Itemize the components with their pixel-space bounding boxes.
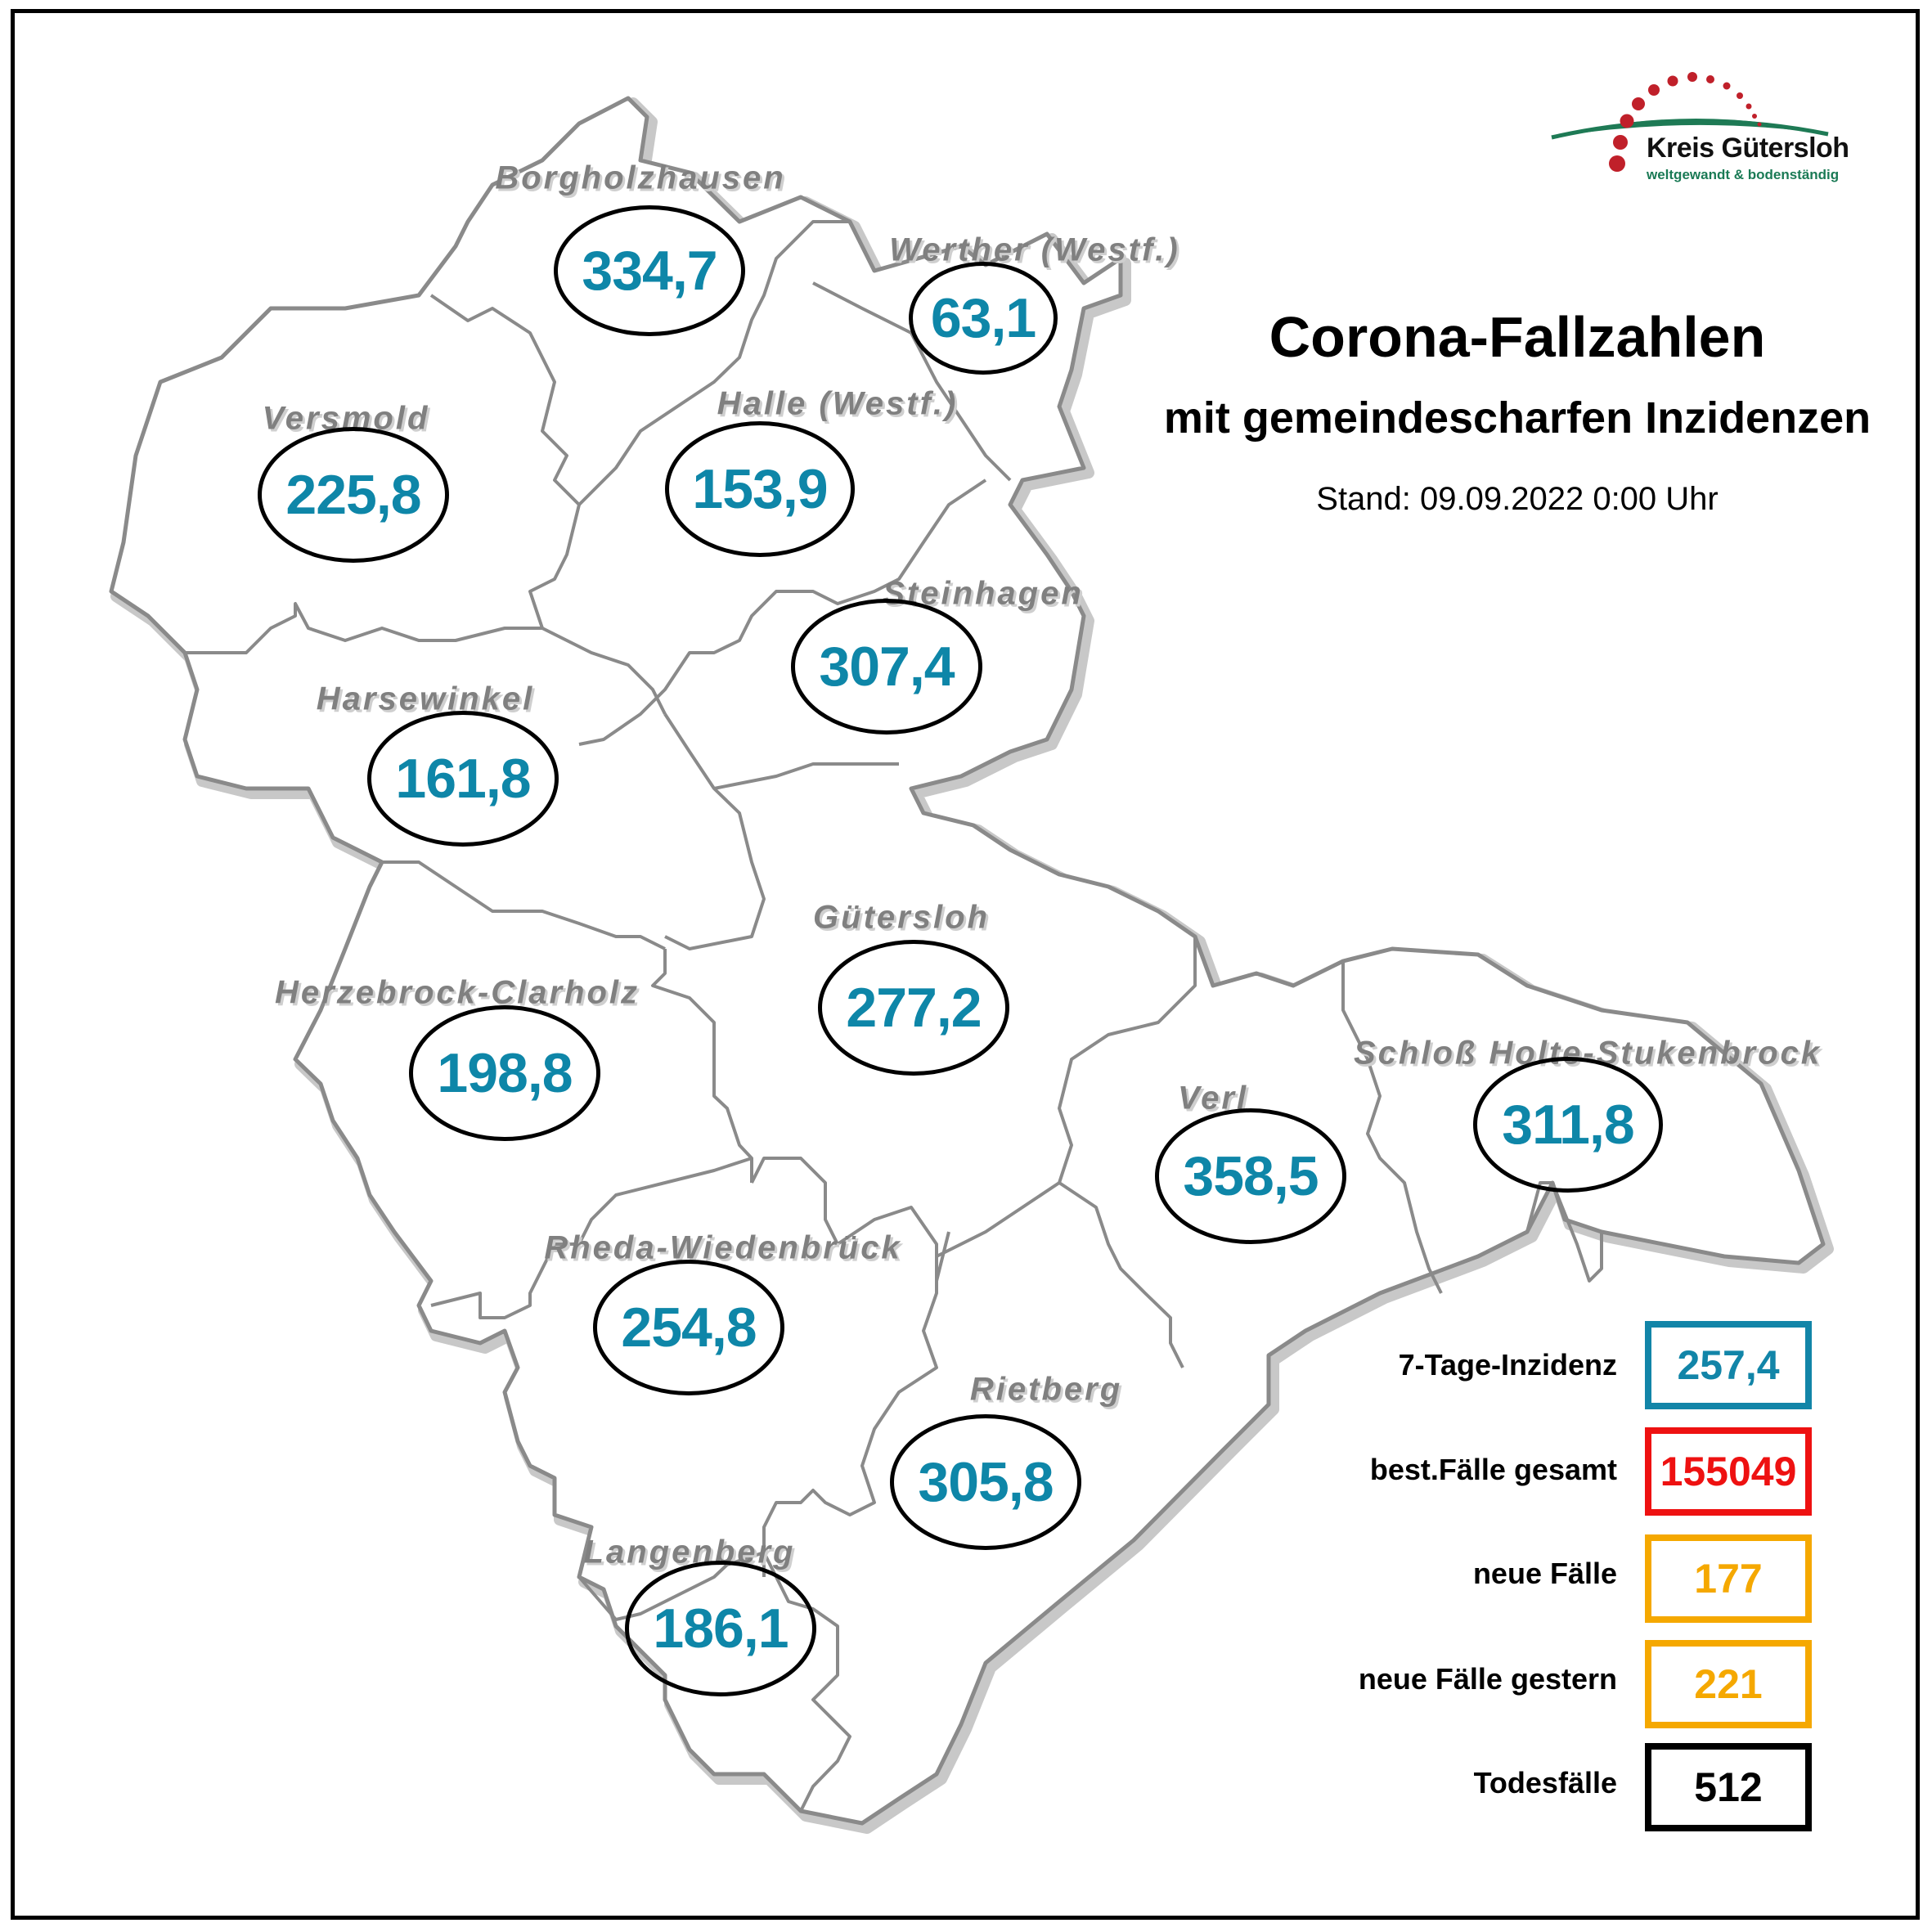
incidence-bubble-werther: 63,1 (909, 262, 1058, 375)
incidence-value: 225,8 (285, 464, 421, 526)
incidence-value: 254,8 (621, 1296, 757, 1359)
incidence-value: 161,8 (395, 748, 531, 810)
boundary-guetersloh-verl (936, 937, 1197, 1258)
region-label-guetersloh: Gütersloh (813, 899, 990, 936)
incidence-bubble-borgholzhausen: 334,7 (554, 205, 745, 336)
incidence-value: 305,8 (918, 1451, 1054, 1513)
municipal-boundaries (185, 220, 1603, 1812)
legend-label-faelle-gesamt: best.Fälle gesamt (1369, 1453, 1617, 1486)
region-label-herzebrock-clarholz: Herzebrock-Clarholz (275, 974, 640, 1011)
boundary-harsewinkel-herzebrock (382, 860, 666, 950)
region-label-werther: Werther (Westf.) (889, 231, 1180, 268)
legend-label-neue-faelle: neue Fälle (1472, 1557, 1617, 1590)
boundary-borgholzhausen-versmold (429, 294, 581, 629)
incidence-bubble-herzebrock-clarholz: 198,8 (409, 1005, 600, 1141)
legend-value-faelle-gesamt: 155049 (1645, 1427, 1812, 1516)
legend-label-7-tage-inzidenz: 7-Tage-Inzidenz (1398, 1348, 1617, 1382)
page-subtitle: mit gemeindescharfen Inzidenzen (1163, 393, 1871, 443)
legend-value-todesfaelle: 512 (1645, 1743, 1812, 1831)
boundary-verl-rietberg (1058, 1181, 1184, 1368)
legend-label-todesfaelle: Todesfälle (1473, 1766, 1617, 1799)
legend-label-neue-faelle-gestern: neue Fälle gestern (1358, 1662, 1617, 1696)
boundary-verl-shs (1341, 961, 1443, 1294)
region-label-rietberg: Rietberg (969, 1371, 1123, 1408)
legend-value-neue-faelle: 177 (1645, 1534, 1812, 1623)
boundary-steinhagen-guetersloh (713, 762, 899, 790)
incidence-value: 358,5 (1183, 1145, 1319, 1207)
incidence-value: 311,8 (1502, 1094, 1634, 1156)
incidence-bubble-schloss-holte-stukenbrock: 311,8 (1473, 1057, 1663, 1193)
logo-mark-icon (1551, 72, 1829, 172)
boundary-halle-steinhagen (578, 479, 987, 746)
boundary-versmold-harsewinkel (185, 602, 542, 654)
incidence-value: 186,1 (653, 1597, 789, 1660)
incidence-bubble-verl: 358,5 (1155, 1108, 1346, 1244)
outer-frame (11, 9, 1920, 1920)
incidence-value: 307,4 (819, 636, 955, 698)
region-label-harsewinkel: Harsewinkel (316, 681, 535, 717)
incidence-value: 277,2 (846, 977, 982, 1039)
incidence-bubble-versmold: 225,8 (258, 427, 449, 563)
kreis-guetersloh-logo: Kreis Gütersloh weltgewandt & bodenständ… (1550, 65, 1849, 188)
boundary-halle-harsewinkel (541, 627, 667, 715)
boundary-werther-halle (812, 281, 1012, 482)
incidence-bubble-steinhagen: 307,4 (791, 599, 982, 735)
data-timestamp: Stand: 09.09.2022 0:00 Uhr (1316, 481, 1719, 517)
boundary-harsewinkel-guetersloh (663, 712, 766, 950)
region-label-halle: Halle (Westf.) (717, 385, 959, 422)
incidence-bubble-rheda-wiedenbrueck: 254,8 (593, 1260, 784, 1395)
incidence-bubble-rietberg: 305,8 (890, 1414, 1081, 1550)
boundary-borgholzhausen-halle (577, 220, 850, 506)
incidence-bubble-halle: 153,9 (665, 421, 855, 557)
logo-tagline: weltgewandt & bodenständig (1647, 167, 1840, 182)
boundary-rheda-rietberg (762, 1256, 938, 1577)
incidence-bubble-harsewinkel: 161,8 (367, 711, 559, 847)
boundary-herzebrock-guetersloh (651, 949, 753, 1183)
incidence-value: 334,7 (582, 240, 717, 302)
incidence-value: 63,1 (930, 287, 1036, 349)
page-title: Corona-Fallzahlen (1269, 305, 1766, 369)
logo-name: Kreis Gütersloh (1647, 133, 1849, 164)
region-label-rheda-wiedenbrueck: Rheda-Wiedenbrück (544, 1229, 902, 1266)
incidence-value: 153,9 (692, 458, 828, 520)
incidence-value: 198,8 (437, 1042, 573, 1104)
incidence-bubble-guetersloh: 277,2 (818, 940, 1009, 1076)
incidence-bubble-langenberg: 186,1 (625, 1561, 816, 1696)
region-label-borgholzhausen: Borgholzhausen (495, 160, 786, 196)
legend-value-neue-faelle-gestern: 221 (1645, 1640, 1812, 1728)
boundary-herzebrock-rheda (430, 1157, 753, 1319)
legend-value-7-tage-inzidenz: 257,4 (1645, 1321, 1812, 1409)
